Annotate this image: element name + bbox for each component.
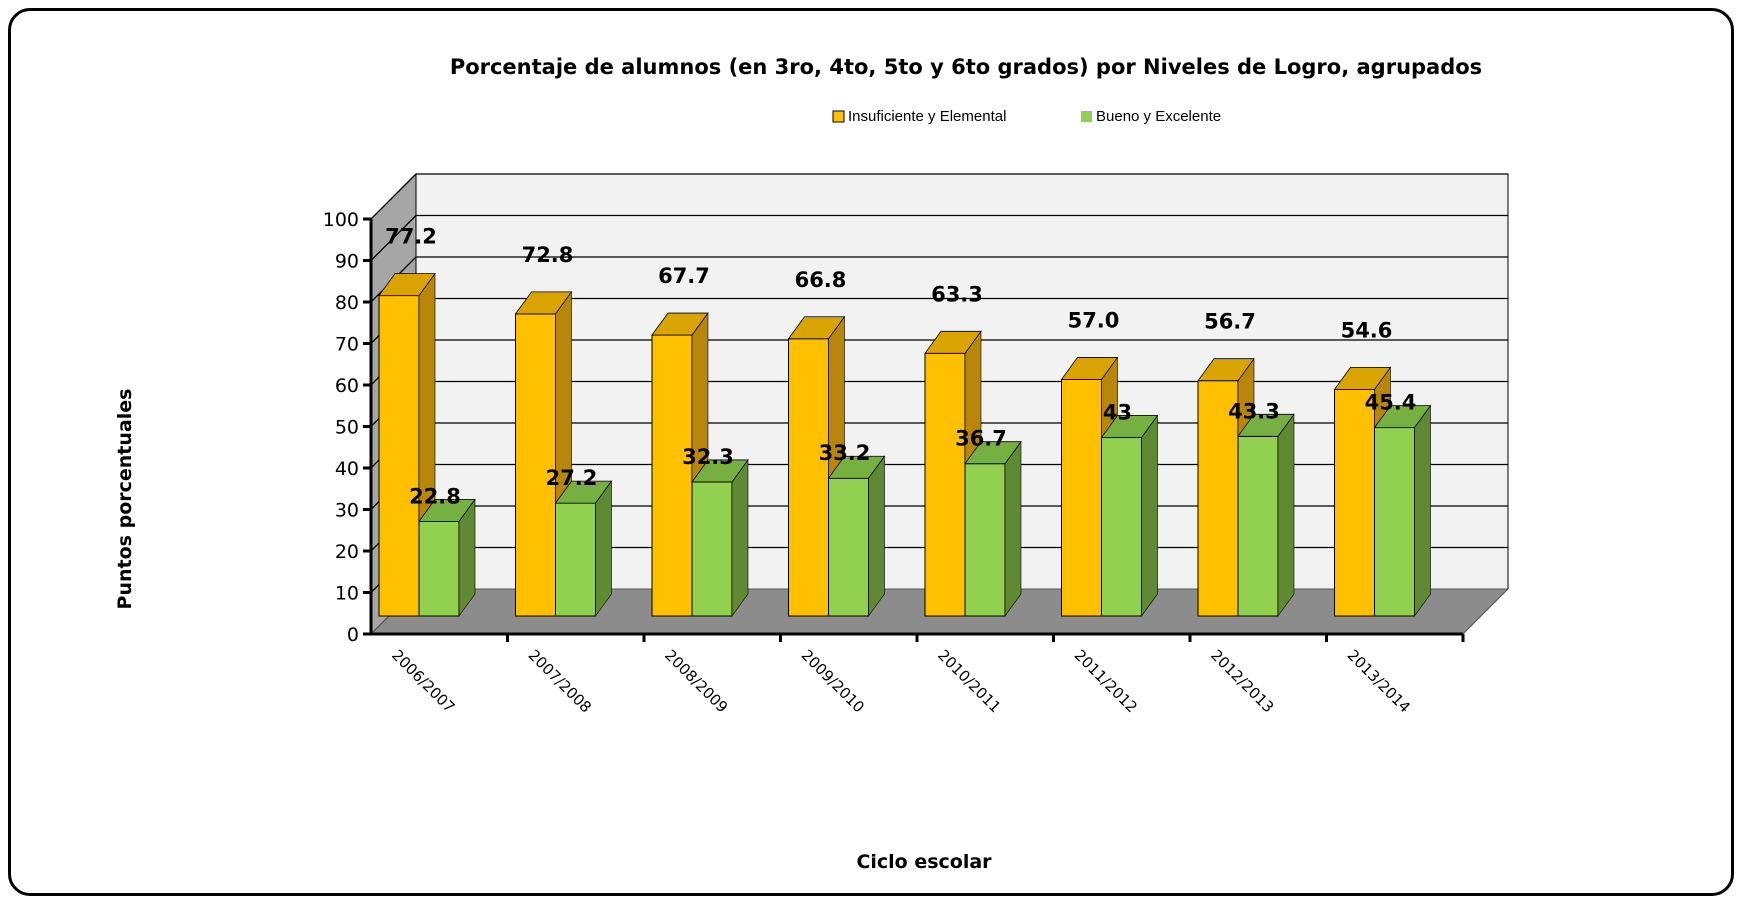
bueno-bar-0	[418, 520, 460, 617]
x-tick-label-4: 2010/2011	[934, 646, 1004, 716]
bueno-bar-top-7	[1373, 405, 1432, 428]
bueno-bar-top-4	[964, 441, 1022, 465]
insuficiente-bar-top-7	[1333, 367, 1392, 390]
bueno-bar-side-4	[1004, 440, 1022, 617]
bueno-bar-side-6	[1277, 413, 1295, 617]
bueno-bar-top-5	[1100, 415, 1159, 438]
bueno-bar-side-5	[1141, 414, 1158, 617]
chart-svg: Porcentaje de alumnos (en 3ro, 4to, 5to …	[114, 55, 1510, 873]
insuficiente-bar-4	[924, 352, 966, 617]
x-axis-title: Ciclo escolar	[856, 851, 992, 873]
plot-area: 0 10 20 30 40 50 60 70 80 90 100 77.2 22.8 2006/2007 7…	[323, 172, 1510, 716]
legend-swatch-insuficiente	[832, 110, 845, 123]
insuficiente-bar-top-0	[378, 273, 436, 297]
data-label-bueno-6: 43.3	[1228, 399, 1280, 423]
bueno-bar-1	[555, 502, 596, 617]
data-label-insuficiente-4: 63.3	[931, 282, 983, 306]
gridline-side	[370, 173, 417, 220]
bueno-bar-top-2	[691, 459, 749, 483]
bueno-bar-side-3	[868, 455, 885, 617]
legend: Insuficiente y Elemental Bueno y Excelen…	[832, 108, 1221, 125]
bueno-bar-7	[1374, 427, 1415, 617]
data-label-insuficiente-5: 57.0	[1068, 308, 1120, 332]
y-tick-label: 10	[335, 583, 359, 605]
data-label-bueno-1: 27.2	[546, 466, 598, 490]
data-label-bueno-5: 43	[1103, 401, 1132, 425]
data-label-bueno-3: 33.2	[819, 441, 871, 465]
legend-label-insuficiente: Insuficiente y Elemental	[848, 108, 1006, 125]
insuficiente-bar-7	[1334, 388, 1375, 617]
insuficiente-bar-top-4	[924, 330, 982, 354]
data-label-insuficiente-3: 66.8	[795, 268, 847, 292]
legend-swatch-bueno	[1081, 111, 1092, 122]
gridline-side	[370, 215, 417, 261]
bueno-bar-side-1	[595, 480, 612, 617]
insuficiente-bar-3	[788, 338, 829, 617]
data-label-insuficiente-7: 54.6	[1341, 318, 1393, 342]
bueno-bar-6	[1237, 435, 1279, 617]
insuficiente-bar-top-6	[1197, 358, 1255, 382]
insuficiente-bar-5	[1061, 378, 1102, 617]
x-tick-label-3: 2009/2010	[798, 646, 868, 716]
data-label-bueno-0: 22.8	[409, 484, 461, 508]
bueno-bar-top-1	[554, 480, 613, 504]
chart-title: Porcentaje de alumnos (en 3ro, 4to, 5to …	[450, 55, 1482, 79]
x-tick-label-0: 2006/2007	[388, 646, 458, 716]
bueno-bar-side-7	[1414, 404, 1431, 617]
insuficiente-bar-2	[651, 334, 693, 617]
y-tick-label: 20	[335, 541, 359, 563]
y-tick-label: 80	[335, 292, 359, 314]
data-label-bueno-2: 32.3	[682, 445, 734, 469]
bueno-bar-top-0	[418, 498, 476, 522]
x-tick-label-7: 2013/2014	[1344, 646, 1414, 716]
x-tick-label-2: 2008/2009	[661, 646, 731, 716]
y-tick-label: 50	[335, 417, 359, 439]
data-label-bueno-7: 45.4	[1365, 391, 1417, 415]
y-axis-title: Puntos porcentuales	[114, 389, 136, 610]
y-tick-label: 90	[335, 251, 359, 273]
insuficiente-bar-top-3	[787, 316, 846, 340]
bueno-bar-4	[964, 463, 1006, 617]
bueno-bar-2	[691, 481, 733, 617]
y-tick-label: 60	[335, 375, 359, 397]
x-tick-label-5: 2011/2012	[1071, 646, 1141, 716]
data-label-bueno-4: 36.7	[955, 427, 1007, 451]
y-tick-label: 70	[335, 334, 359, 356]
x-tick-label-6: 2012/2013	[1207, 646, 1277, 716]
y-tick-label: 100	[323, 209, 359, 231]
data-label-insuficiente-6: 56.7	[1204, 310, 1256, 334]
insuficiente-bar-1	[515, 313, 556, 617]
bueno-bar-top-6	[1237, 413, 1295, 437]
data-label-insuficiente-0: 77.2	[385, 225, 437, 249]
y-tick-label: 0	[347, 624, 359, 646]
x-tick-label-1: 2007/2008	[525, 646, 595, 716]
bueno-bar-5	[1101, 437, 1142, 617]
insuficiente-bar-0	[378, 295, 420, 617]
insuficiente-bar-top-5	[1060, 357, 1119, 380]
insuficiente-bar-top-1	[514, 291, 573, 315]
legend-label-bueno: Bueno y Excelente	[1096, 108, 1221, 125]
chart-frame: Porcentaje de alumnos (en 3ro, 4to, 5to …	[8, 8, 1734, 896]
y-tick-label: 40	[335, 458, 359, 480]
insuficiente-bar-top-2	[651, 312, 709, 336]
bueno-bar-top-3	[827, 455, 886, 479]
bueno-bar-3	[828, 477, 869, 617]
data-label-insuficiente-2: 67.7	[658, 264, 710, 288]
data-label-insuficiente-1: 72.8	[522, 243, 574, 267]
bueno-bar-side-2	[731, 459, 749, 617]
y-tick-label: 30	[335, 500, 359, 522]
